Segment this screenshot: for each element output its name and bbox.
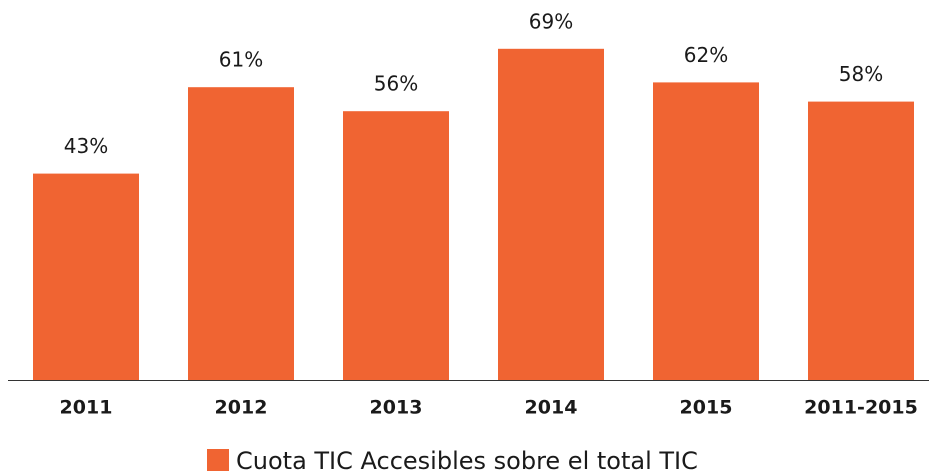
bar <box>498 48 604 381</box>
x-tick-label: 2011-2015 <box>804 397 918 419</box>
x-tick-label: 2011 <box>60 397 113 419</box>
data-label: 61% <box>219 48 263 72</box>
x-tick-label: 2015 <box>680 397 733 419</box>
bar <box>188 87 294 380</box>
data-label: 62% <box>684 43 728 67</box>
bar <box>33 173 139 380</box>
data-label: 58% <box>839 62 883 86</box>
bar <box>808 101 914 380</box>
x-tick-label: 2014 <box>525 397 578 419</box>
x-tick-label: 2012 <box>215 397 268 419</box>
data-label: 43% <box>64 134 108 158</box>
data-label: 56% <box>374 72 418 96</box>
legend-swatch <box>207 449 229 471</box>
bar <box>653 82 759 381</box>
bar <box>343 111 449 380</box>
data-label: 69% <box>529 9 573 33</box>
legend-label: Cuota TIC Accesibles sobre el total TIC <box>236 447 698 472</box>
x-tick-label: 2013 <box>370 397 423 419</box>
